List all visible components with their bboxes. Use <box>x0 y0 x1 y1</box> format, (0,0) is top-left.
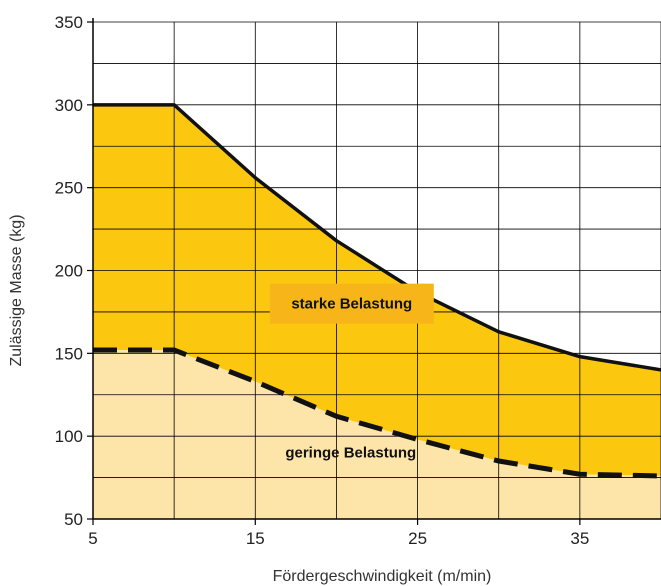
axes: 50 100 150 200 250 300 350 5 15 25 35 <box>55 13 661 548</box>
x-tick-label: 15 <box>246 529 265 548</box>
y-tick-label: 350 <box>55 13 83 32</box>
y-axis-label: Zulässige Masse (kg) <box>8 214 25 366</box>
y-tick-label: 150 <box>55 344 83 363</box>
y-tick-label: 50 <box>64 510 83 529</box>
labels: Fördergeschwindigkeit (m/min) Zulässige M… <box>8 214 491 585</box>
label-geringe-belastung: geringe Belastung <box>285 445 416 462</box>
y-tick-label: 300 <box>55 96 83 115</box>
y-tick-label: 250 <box>55 179 83 198</box>
series-line-geringe-belastung <box>93 347 661 479</box>
series-line-starke-belastung <box>93 103 661 372</box>
series-lines <box>93 103 661 479</box>
y-tick-label: 200 <box>55 262 83 281</box>
x-tick-label: 25 <box>408 529 427 548</box>
fill-geringe-belastung <box>93 350 661 519</box>
x-axis-label: Fördergeschwindigkeit (m/min) <box>273 568 492 585</box>
y-tick-label: 100 <box>55 427 83 446</box>
x-tick-label: 35 <box>570 529 589 548</box>
label-box-starke-belastung <box>269 283 434 324</box>
label-starke-belastung: starke Belastung <box>291 296 412 313</box>
x-tick-label: 5 <box>88 529 97 548</box>
